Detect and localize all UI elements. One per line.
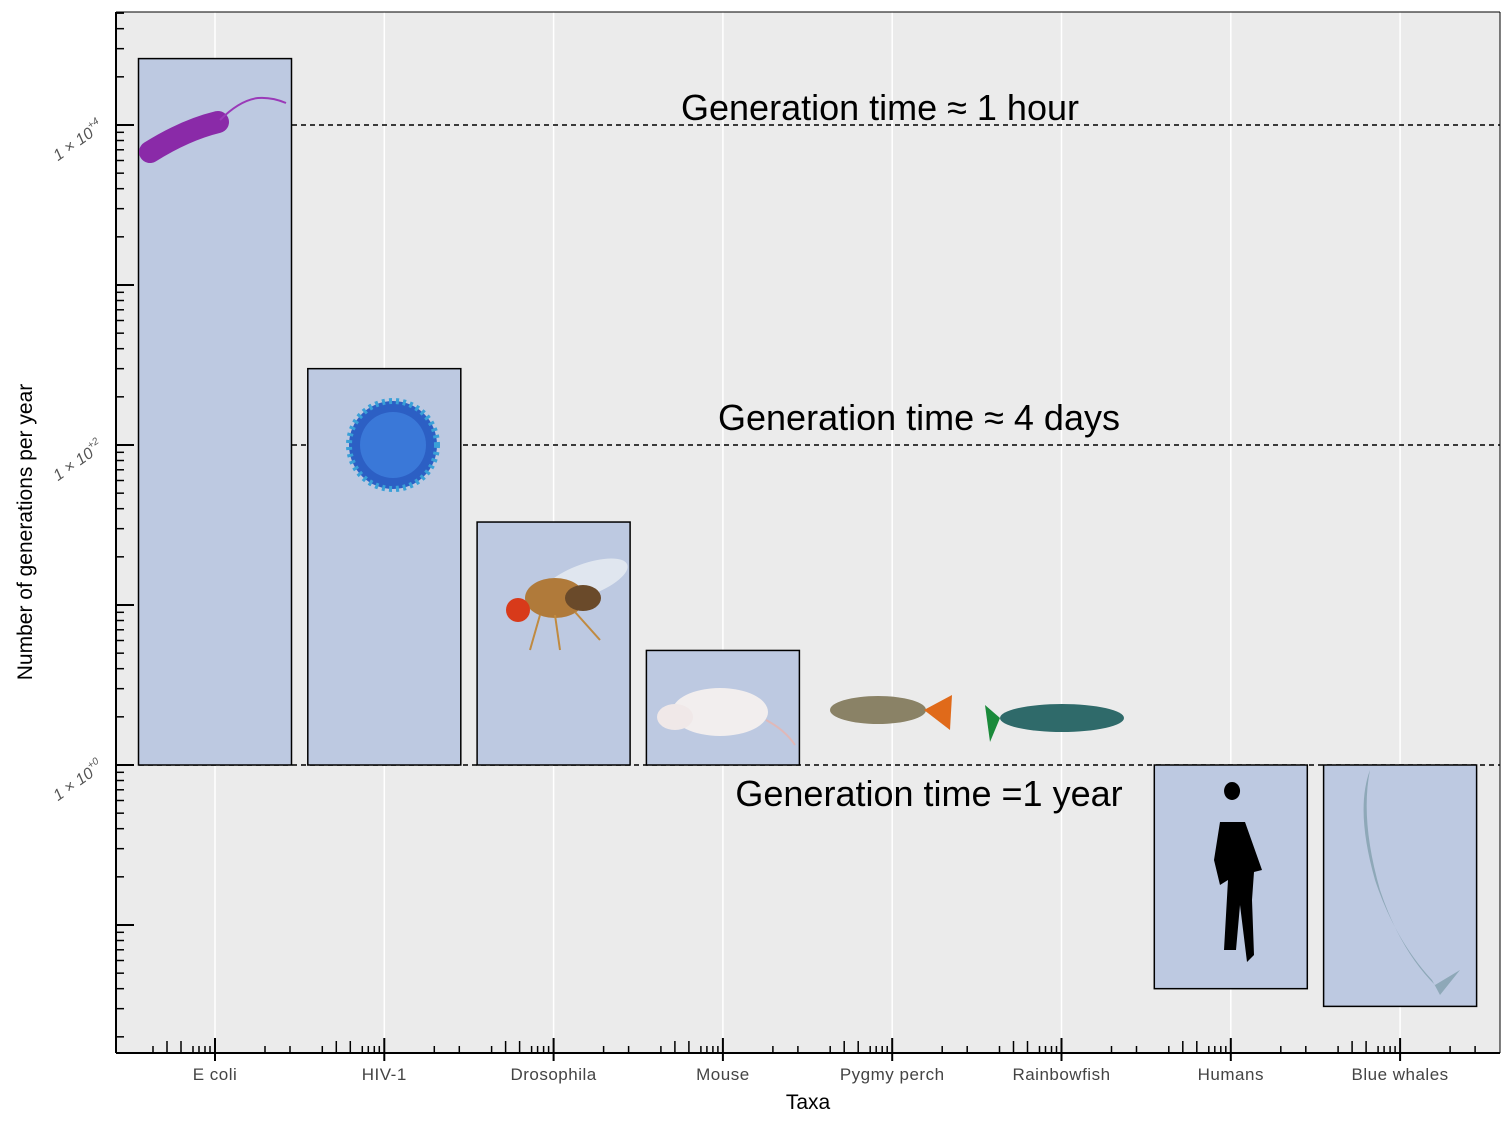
rainbowfish-tail [985,705,1000,742]
x-tick-label: Rainbowfish [1012,1065,1110,1084]
x-tick-label: Blue whales [1352,1065,1449,1084]
y-axis-label: Number of generations per year [14,384,37,681]
mouse-icon [657,688,796,746]
y-tick-label: 1 × 10+4 [49,116,107,165]
bars: Generation time ≈ 1 hour Generation time … [137,57,1478,1008]
x-tick-label: HIV-1 [362,1065,407,1084]
fly-abdomen [565,585,601,611]
fly-legs [529,611,601,651]
reference-line-label: Generation time ≈ 1 hour [681,87,1079,128]
y-tick-label: 1 × 10+0 [49,756,107,805]
bacterium-icon [139,96,287,163]
virus-icon [346,398,440,492]
x-axis-label: Taxa [786,1091,831,1114]
mouse-head [657,704,693,730]
human-silhouette-icon [1214,782,1262,962]
mouse-body [672,688,768,736]
x-tick-label: Pygmy perch [840,1065,945,1084]
x-tick-label: Drosophila [510,1065,596,1084]
y-tick-label: 1 × 10+2 [49,436,107,485]
x-tick-label: Mouse [696,1065,750,1084]
rainbowfish-body [1000,704,1124,732]
perch-tail [924,695,952,730]
x-tick-label: Humans [1198,1065,1264,1084]
flagellum [219,96,287,121]
rainbowfish-icon [985,704,1124,742]
reference-line-label: Generation time ≈ 4 days [718,397,1120,438]
human-silhouette [1214,782,1262,962]
mouse-tail [765,719,796,746]
reference-line-label: Generation time =1 year [735,773,1122,814]
bacterium-body [139,111,229,163]
fly-thorax [525,578,585,618]
pygmy-perch-icon [830,695,952,730]
x-tick-label: E coli [193,1065,238,1084]
virus-core [360,412,426,478]
bar [137,57,293,766]
fruit-fly-icon [506,558,628,651]
perch-body [830,696,926,724]
fly-eye [506,598,530,622]
bar [1322,764,1478,1008]
bar [476,521,631,766]
